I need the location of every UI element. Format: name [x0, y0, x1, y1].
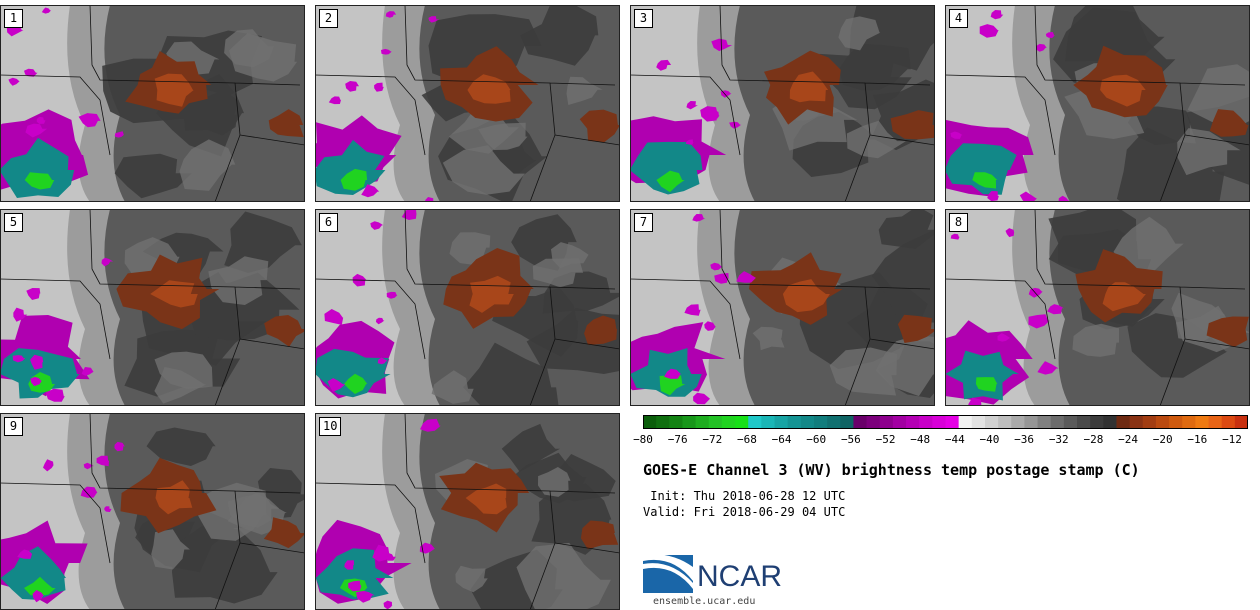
- colorbar-swatch: [1182, 415, 1196, 429]
- colorbar-swatch: [1011, 415, 1026, 429]
- colorbar-swatch: [879, 415, 894, 429]
- colorbar-tick-label: −76: [667, 433, 688, 446]
- colorbar-swatch: [971, 415, 986, 429]
- stamp-panel-2: 2: [315, 5, 620, 202]
- colorbar-swatch: [919, 415, 933, 429]
- colorbar-swatch: [1169, 415, 1183, 429]
- colorbar-swatch: [1116, 415, 1131, 429]
- panel-number-label: 5: [4, 213, 23, 232]
- colorbar-tick-label: −44: [944, 433, 965, 446]
- colorbar-tick-label: −16: [1187, 433, 1208, 446]
- panel-number-label: 9: [4, 417, 23, 436]
- colorbar-tick-label: −48: [910, 433, 931, 446]
- colorbar-swatch: [735, 415, 749, 429]
- colorbar-swatch: [866, 415, 881, 429]
- stamp-panel-9: 9: [0, 413, 305, 610]
- colorbar-swatch: [945, 415, 960, 429]
- panel-number-label: 1: [4, 9, 23, 28]
- colorbar-border: [643, 415, 1248, 429]
- colorbar-swatch: [1221, 415, 1236, 429]
- colorbar-swatch: [984, 415, 999, 429]
- colorbar-swatch: [643, 415, 657, 429]
- colorbar-swatch: [721, 415, 736, 429]
- colorbar-swatch: [1234, 415, 1248, 429]
- colorbar-swatch: [1155, 415, 1170, 429]
- stamp-panel-8: 8: [945, 209, 1250, 406]
- colorbar-swatch: [827, 415, 841, 429]
- colorbar-tick-label: −60: [806, 433, 827, 446]
- panel-number-label: 10: [319, 417, 342, 436]
- colorbar-tick-label: −28: [1083, 433, 1104, 446]
- valid-time: Valid: Fri 2018-06-29 04 UTC: [643, 505, 846, 519]
- stamp-panel-7: 7: [630, 209, 935, 406]
- colorbar-swatch: [1077, 415, 1091, 429]
- colorbar-tick-label: −20: [1152, 433, 1173, 446]
- colorbar-tick-label: −64: [771, 433, 792, 446]
- colorbar-swatch: [1208, 415, 1223, 429]
- colorbar-swatch: [761, 415, 776, 429]
- stamp-panel-4: 4: [945, 5, 1250, 202]
- colorbar-tick-label: −12: [1222, 433, 1242, 446]
- colorbar-swatch: [656, 415, 670, 429]
- stamp-panel-6: 6: [315, 209, 620, 406]
- colorbar-swatch: [748, 415, 762, 429]
- colorbar-swatch: [932, 415, 947, 429]
- colorbar-tick-label: −68: [737, 433, 757, 446]
- ncar-logo-icon: [643, 554, 693, 593]
- colorbar-tick-label: −56: [840, 433, 861, 446]
- colorbar-swatch: [1142, 415, 1157, 429]
- colorbar-swatch: [892, 415, 907, 429]
- colorbar-tick-label: −32: [1048, 433, 1069, 446]
- colorbar-swatch: [906, 415, 920, 429]
- colorbar-swatch: [1090, 415, 1104, 429]
- colorbar-swatch: [840, 415, 855, 429]
- colorbar-tick-label: −80: [633, 433, 653, 446]
- stamp-panel-10: 10: [315, 413, 620, 610]
- panel-number-label: 7: [634, 213, 653, 232]
- colorbar: [643, 415, 1248, 429]
- colorbar-swatch: [813, 415, 828, 429]
- colorbar-swatch: [774, 415, 789, 429]
- colorbar-swatch: [708, 415, 723, 429]
- stamp-panel-1: 1: [0, 5, 305, 202]
- panel-number-label: 6: [319, 213, 338, 232]
- colorbar-tick-label: −72: [702, 433, 723, 446]
- colorbar-swatch: [853, 415, 868, 429]
- colorbar-swatch: [1129, 415, 1144, 429]
- logo-text: NCAR: [697, 560, 783, 593]
- colorbar-swatch: [1063, 415, 1078, 429]
- product-title: GOES-E Channel 3 (WV) brightness temp po…: [643, 461, 1140, 479]
- colorbar-swatch: [1195, 415, 1210, 429]
- colorbar-swatch: [695, 415, 710, 429]
- colorbar-swatch: [787, 415, 802, 429]
- site-url: ensemble.ucar.edu: [653, 596, 756, 607]
- colorbar-swatch: [998, 415, 1012, 429]
- colorbar-swatch: [1050, 415, 1065, 429]
- colorbar-swatch: [682, 415, 697, 429]
- colorbar-tick-label: −52: [875, 433, 896, 446]
- colorbar-swatch: [1103, 415, 1118, 429]
- stamp-panel-3: 3: [630, 5, 935, 202]
- colorbar-swatch: [958, 415, 973, 429]
- colorbar-swatch: [669, 415, 684, 429]
- colorbar-swatch: [1024, 415, 1039, 429]
- panel-number-label: 2: [319, 9, 338, 28]
- panel-number-label: 4: [949, 9, 968, 28]
- colorbar-tick-label: −36: [1014, 433, 1035, 446]
- panel-number-label: 8: [949, 213, 968, 232]
- stamp-panel-5: 5: [0, 209, 305, 406]
- panel-number-label: 3: [634, 9, 653, 28]
- colorbar-tick-label: −40: [979, 433, 1000, 446]
- init-time: Init: Thu 2018-06-28 12 UTC: [643, 489, 846, 503]
- colorbar-tick-label: −24: [1118, 433, 1138, 446]
- colorbar-swatch: [800, 415, 815, 429]
- colorbar-swatch: [1037, 415, 1052, 429]
